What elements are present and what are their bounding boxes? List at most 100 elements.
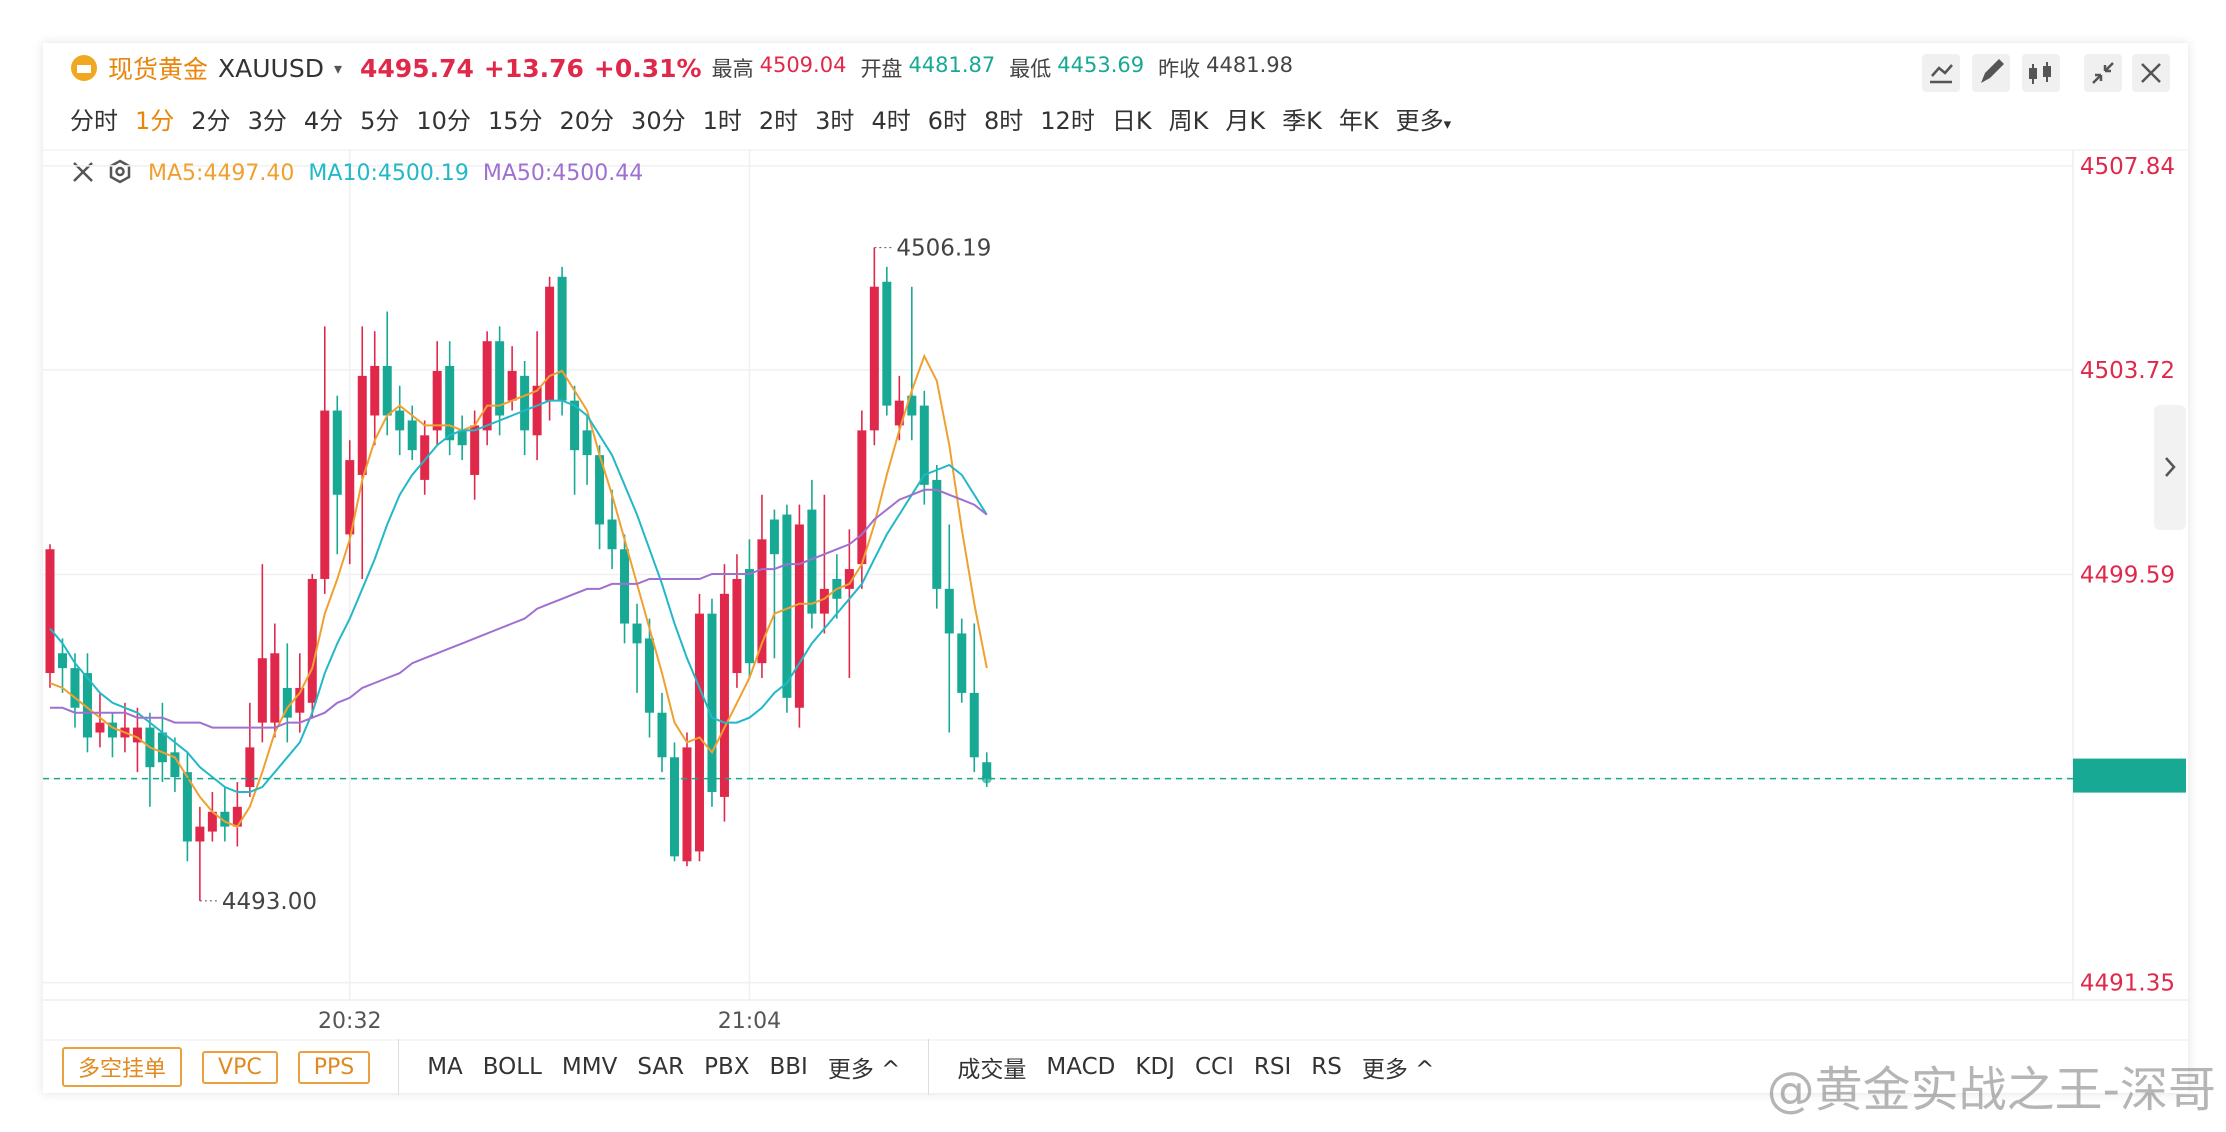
interval-option[interactable]: 15分 bbox=[487, 106, 543, 135]
interval-option[interactable]: 月K bbox=[1225, 106, 1266, 135]
interval-option[interactable]: 3时 bbox=[815, 106, 855, 135]
interval-option[interactable]: 4分 bbox=[303, 106, 344, 135]
expand-arrow: ^ bbox=[873, 1057, 901, 1083]
candle-body bbox=[557, 276, 567, 401]
candle-body bbox=[357, 375, 367, 475]
legend-entry: MA10:4500.19 bbox=[308, 161, 468, 186]
candle-body bbox=[245, 747, 255, 788]
candle-body bbox=[919, 405, 929, 485]
symbol[interactable]: XAUUSD bbox=[218, 53, 324, 83]
toolbar-icons[interactable] bbox=[1922, 54, 2170, 92]
candle-body bbox=[507, 370, 517, 401]
indicator-option[interactable]: CCI bbox=[1194, 1054, 1234, 1080]
candle-body bbox=[670, 757, 679, 857]
candle-body bbox=[707, 613, 717, 792]
chart-panel bbox=[43, 43, 2188, 1093]
candle-body bbox=[794, 524, 804, 708]
interval-option[interactable]: 4时 bbox=[871, 106, 911, 135]
expand-arrow: ^ bbox=[1407, 1057, 1435, 1083]
toolbar-button[interactable]: 多空挂单 bbox=[62, 1047, 183, 1087]
indicator-option[interactable]: MA bbox=[427, 1054, 463, 1080]
interval-option[interactable]: 5分 bbox=[360, 106, 400, 135]
candle-body bbox=[907, 395, 917, 416]
interval-bar: 分时 1分 2分 3分 4分 5分 10分 15分 20分 30分 1时 2时 3时 4时 6时 8时 12时日… bbox=[70, 98, 1451, 138]
candle-body bbox=[395, 410, 405, 431]
indicator-option[interactable]: RSI bbox=[1253, 1054, 1292, 1080]
interval-option[interactable]: 周K bbox=[1168, 106, 1209, 135]
candle-body bbox=[132, 727, 142, 743]
candle-body bbox=[382, 365, 392, 416]
ma-line bbox=[50, 488, 988, 729]
settings-icon[interactable] bbox=[109, 159, 131, 184]
candle-body bbox=[170, 752, 180, 778]
y-tick-label: 4503.72 bbox=[2080, 358, 2175, 384]
candle-body bbox=[332, 410, 342, 495]
candle-body bbox=[632, 623, 642, 644]
candle-body bbox=[944, 588, 954, 634]
indicator-option[interactable]: KDJ bbox=[1135, 1054, 1175, 1080]
candle-body bbox=[682, 747, 692, 862]
indicator-option[interactable]: PBX bbox=[704, 1054, 750, 1080]
candle-body bbox=[807, 509, 817, 614]
candle-body bbox=[207, 811, 217, 832]
candle-body bbox=[432, 370, 442, 431]
candle-body bbox=[407, 420, 417, 451]
candle-body bbox=[457, 430, 467, 446]
interval-option[interactable]: 季K bbox=[1282, 106, 1322, 135]
indicator-option[interactable]: SAR bbox=[637, 1054, 685, 1080]
interval-option[interactable]: 1时 bbox=[702, 106, 742, 135]
interval-option[interactable]: 6时 bbox=[927, 106, 967, 135]
interval-option[interactable]: 2时 bbox=[758, 106, 799, 135]
stat-label: 开盘 bbox=[860, 57, 903, 81]
y-tick-label: 4499.59 bbox=[2080, 563, 2175, 589]
candle-body bbox=[719, 593, 729, 797]
indicator-option[interactable]: 更多 ^ bbox=[1361, 1057, 1435, 1083]
side-collapse-tab[interactable] bbox=[2154, 405, 2186, 530]
interval-option[interactable]: 20分 bbox=[559, 106, 615, 135]
candle-body bbox=[570, 400, 580, 451]
interval-option[interactable]: 日K bbox=[1111, 106, 1152, 135]
stat-label: 最高 bbox=[711, 57, 754, 81]
indicator-option[interactable]: RS bbox=[1311, 1054, 1342, 1080]
interval-option[interactable]: 8时 bbox=[984, 106, 1024, 135]
candle-body bbox=[182, 772, 192, 842]
interval-option[interactable]: 分时 bbox=[70, 106, 118, 135]
candle-body bbox=[869, 286, 879, 431]
interval-option[interactable]: 30分 bbox=[631, 106, 686, 135]
indicator-option[interactable]: MMV bbox=[561, 1054, 618, 1080]
candle-body bbox=[307, 578, 317, 703]
candle-body bbox=[657, 712, 667, 758]
candle-body bbox=[694, 613, 704, 852]
header: 现货黄金 XAUUSD ▾ 4495.74 +13.76 +0.31% 最高 450… bbox=[70, 48, 1301, 88]
interval-option[interactable]: 1分 bbox=[135, 106, 175, 135]
candle-body bbox=[957, 633, 967, 693]
interval-option[interactable]: 12时 bbox=[1040, 106, 1095, 135]
candle-body bbox=[420, 435, 430, 480]
candle-body bbox=[582, 430, 592, 456]
candle-body bbox=[320, 410, 330, 579]
indicator-option[interactable]: BBI bbox=[769, 1054, 808, 1080]
ma-line bbox=[49, 353, 988, 828]
indicator-toolbar: 多空挂单 VPC PPS MA BOLL MMV SAR PBX BBI 更多 ^ 成交量 MACD K… bbox=[62, 1039, 1435, 1095]
indicator-option[interactable]: MACD bbox=[1046, 1054, 1116, 1080]
candle-body bbox=[857, 430, 867, 565]
interval-option[interactable]: 更多▾ bbox=[1395, 106, 1452, 135]
indicator-option[interactable]: 更多 ^ bbox=[827, 1057, 901, 1083]
toolbar-button[interactable]: PPS bbox=[297, 1050, 371, 1084]
x-tick-label: 20:32 bbox=[318, 1009, 381, 1034]
stat-value: 4481.87 bbox=[908, 53, 996, 77]
interval-option[interactable]: 年K bbox=[1338, 106, 1379, 135]
candle-body bbox=[595, 455, 605, 525]
current-price-box bbox=[2073, 758, 2186, 793]
interval-option[interactable]: 10分 bbox=[416, 106, 471, 135]
indicator-option[interactable]: 成交量 bbox=[957, 1057, 1027, 1083]
candle-body bbox=[819, 588, 829, 614]
symbol-dropdown[interactable]: ▾ bbox=[333, 58, 342, 78]
toolbar-button[interactable]: VPC bbox=[202, 1050, 278, 1084]
candle-body bbox=[732, 578, 742, 674]
indicator-option[interactable]: BOLL bbox=[482, 1054, 542, 1080]
candle-body bbox=[882, 281, 892, 406]
interval-option[interactable]: 2分 bbox=[191, 106, 231, 135]
interval-option[interactable]: 3分 bbox=[247, 106, 287, 135]
